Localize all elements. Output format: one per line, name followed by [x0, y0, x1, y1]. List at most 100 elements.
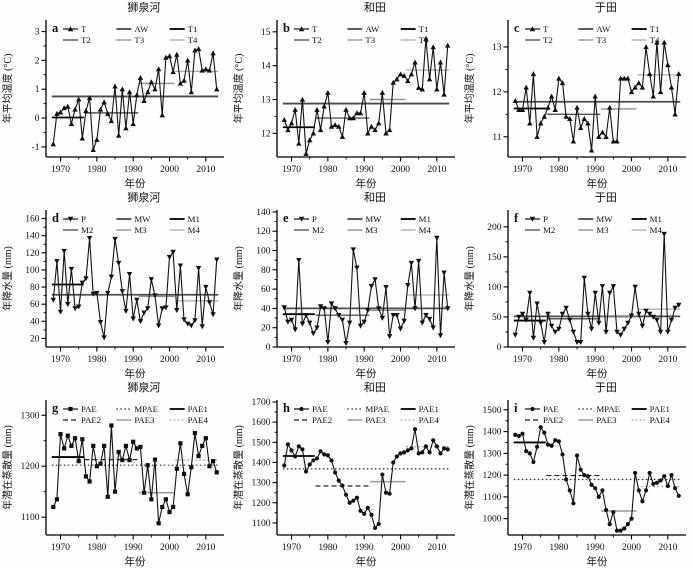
panel-b-temperature-hotan: 和田 b 12 13 14 15 1970 1980 1990 2000 2010 年份 年平均温度 (…: [231, 0, 462, 190]
y-tick-label: 13: [492, 43, 502, 53]
y-tick-label: 40: [30, 317, 40, 327]
legend: T AW T1 T2 T3 T4: [525, 24, 660, 45]
legend-label: M1: [419, 214, 431, 224]
x-tick-label: 2000: [160, 165, 179, 175]
legend-label: T2: [312, 35, 322, 45]
x-tick-label: 1980: [318, 355, 337, 365]
axes: 20 40 60 80 100 120 140 160 1970 1980 1990 2000 2010: [25, 210, 224, 365]
series-line: [514, 233, 680, 343]
y-axis-label: 年平均温度 (°C): [232, 54, 245, 124]
y-tick-label: 20: [261, 324, 271, 334]
x-tick-label: 1990: [586, 355, 605, 365]
legend-label: M1: [188, 214, 200, 224]
panel-letter: d: [52, 211, 59, 225]
data-series: [281, 35, 451, 156]
legend-label: PAE: [312, 404, 328, 414]
y-tick-label: 1200: [21, 462, 40, 472]
chart-canvas-c: 于田 c 11 12 13 1970 1980 1990 2000 2010 年份 年平均温度 (°C…: [463, 2, 686, 190]
y-tick-label: 1500: [483, 406, 502, 416]
legend: PAE MPAE PAE1 PAE2 PAE3 PAE4: [525, 404, 670, 425]
x-tick-label: 1970: [282, 165, 301, 175]
legend-label: PAE4: [188, 415, 209, 425]
legend-label: M1: [650, 214, 662, 224]
y-axis-label: 年降水量 (mm): [232, 246, 245, 311]
x-tick-label: 1980: [87, 543, 106, 553]
panel-title: 狮泉河: [127, 380, 160, 394]
panel-letter: a: [52, 21, 59, 35]
x-tick-label: 2000: [391, 165, 410, 175]
panel-letter: c: [514, 21, 520, 35]
legend-label: M4: [188, 225, 201, 235]
x-tick-label: 1980: [87, 165, 106, 175]
y-tick-label: 1300: [483, 449, 502, 459]
chart-canvas-f: 于田 f 0 50 100 150 200 1970 1980 1990 2000 2010 年份 年降水…: [463, 192, 686, 380]
series-line: [515, 425, 680, 532]
y-axis-label: 年潜在蒸散量 (mm): [232, 425, 245, 510]
legend-label: M4: [419, 225, 432, 235]
y-tick-label: 1200: [252, 499, 271, 509]
panel-letter: h: [283, 401, 290, 415]
x-tick-label: 1970: [282, 543, 301, 553]
legend-label: T1: [650, 24, 660, 34]
panel-title: 于田: [595, 2, 617, 14]
panel-a-temperature-shiquanhe: 狮泉河 a -1 0 1 2 3 1970 1980 1990 2000 2010 年份 年平均温度 (°…: [0, 0, 231, 190]
panel-letter: g: [52, 401, 59, 415]
x-axis-label: 年份: [587, 367, 608, 380]
x-tick-label: 2010: [196, 543, 215, 553]
y-tick-label: 50: [492, 313, 502, 323]
legend-label: PAE2: [312, 415, 332, 425]
legend: P MW M1 M2 M3 M4: [294, 214, 431, 235]
y-tick-label: 60: [261, 285, 271, 295]
x-axis-label: 年份: [587, 177, 608, 190]
panel-letter: i: [514, 401, 518, 415]
y-tick-label: 100: [487, 283, 502, 293]
legend-label: AW: [134, 24, 149, 34]
y-tick-label: 1200: [483, 471, 502, 481]
legend-label: T3: [596, 35, 606, 45]
chart-canvas-g: 狮泉河 g 1100 1200 1300 1970 1980 1990 2000 2010 年份 年潜…: [1, 380, 224, 568]
legend-label: PAE: [81, 404, 97, 414]
y-tick-label: 14: [261, 62, 271, 72]
legend-label: T2: [81, 35, 91, 45]
y-tick-label: 40: [261, 304, 271, 314]
panel-f-precipitation-yutian: 于田 f 0 50 100 150 200 1970 1980 1990 2000 2010 年份 年降水…: [462, 190, 693, 380]
legend-label: PAE1: [419, 404, 439, 414]
y-tick-label: 1300: [21, 411, 40, 421]
y-axis-label: 年平均温度 (°C): [1, 54, 14, 124]
panel-title: 和田: [364, 381, 386, 394]
x-tick-label: 2000: [622, 355, 641, 365]
y-tick-label: 1: [35, 85, 40, 95]
y-tick-label: 140: [256, 208, 271, 218]
x-tick-label: 1970: [51, 355, 70, 365]
y-tick-label: 1300: [252, 479, 271, 489]
axes: -1 0 1 2 3 1970 1980 1990 2000 2010: [32, 20, 224, 175]
x-tick-label: 2010: [196, 355, 215, 365]
legend-label: T3: [365, 35, 375, 45]
y-tick-label: 100: [256, 247, 271, 257]
legend-label: PAE1: [650, 404, 670, 414]
legend-label: PAE3: [365, 415, 386, 425]
panel-title: 和田: [364, 1, 386, 14]
panel-g-evapotranspiration-shiquanhe: 狮泉河 g 1100 1200 1300 1970 1980 1990 2000 2010 年份 年潜…: [0, 380, 231, 568]
legend-label: T4: [650, 35, 660, 45]
y-axis-label: 年降水量 (mm): [1, 246, 14, 311]
legend-label: M3: [134, 225, 147, 235]
x-tick-label: 2010: [658, 165, 677, 175]
legend: PAE MPAE PAE1 PAE2 PAE3 PAE4: [63, 404, 208, 425]
mean-lines: [513, 441, 681, 512]
panel-e-precipitation-hotan: 和田 e 0 20 40 60 80 100 120 140 1970 1980 1990 2000 201…: [231, 190, 462, 380]
x-tick-label: 1970: [282, 355, 301, 365]
series-line: [283, 237, 449, 344]
x-tick-label: 1970: [51, 165, 70, 175]
legend: T AW T1 T2 T3 T4: [63, 24, 198, 45]
legend-label: T2: [543, 35, 553, 45]
series-line: [283, 38, 449, 154]
x-tick-label: 2010: [427, 355, 446, 365]
x-axis-label: 年份: [356, 177, 377, 190]
x-tick-label: 1980: [318, 543, 337, 553]
data-series: [282, 427, 450, 531]
panel-letter: f: [514, 211, 519, 225]
x-tick-label: 1980: [549, 165, 568, 175]
legend-label: AW: [365, 24, 380, 34]
mean-lines: [513, 74, 681, 116]
